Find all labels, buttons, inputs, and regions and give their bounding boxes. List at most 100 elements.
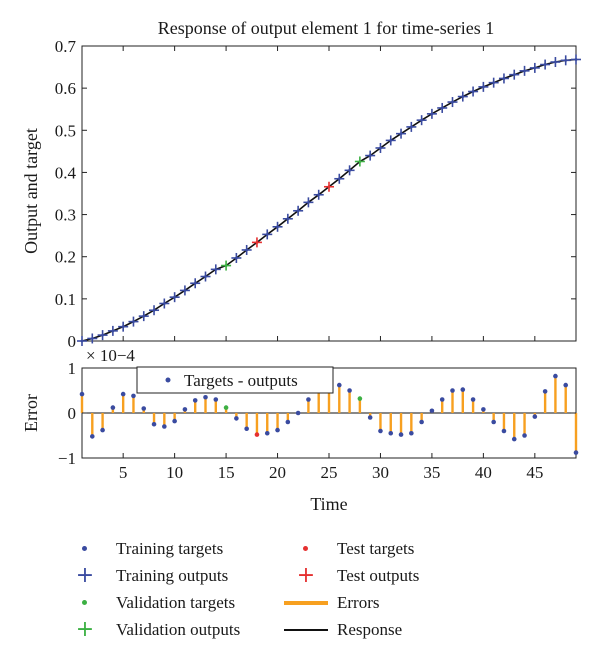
training-target-point bbox=[523, 69, 526, 73]
training-target-point bbox=[420, 118, 424, 122]
error-point bbox=[275, 427, 280, 433]
training-target-point bbox=[368, 154, 372, 157]
bottom-ytick-label: 1 bbox=[68, 359, 77, 378]
top-ytick-label: 0.1 bbox=[55, 290, 76, 309]
legend-training-targets: Training targets bbox=[60, 537, 223, 561]
training-target-point bbox=[245, 248, 249, 252]
bottom-ytick-label: 0 bbox=[68, 404, 77, 423]
error-point bbox=[182, 407, 188, 412]
error-point bbox=[532, 414, 538, 419]
error-point bbox=[234, 416, 239, 421]
training-target-point bbox=[276, 225, 279, 229]
training-target-point bbox=[162, 302, 166, 305]
training-target-point bbox=[132, 320, 135, 324]
error-point bbox=[336, 382, 342, 388]
error-point bbox=[203, 394, 208, 400]
error-point bbox=[254, 432, 260, 437]
bottom-yticks: −1 0 1 bbox=[58, 359, 576, 468]
test-target-point bbox=[255, 240, 259, 244]
bottom-xtick-label: 30 bbox=[372, 463, 389, 482]
training-target-point bbox=[564, 58, 568, 62]
error-point bbox=[295, 410, 301, 416]
error-point bbox=[162, 424, 167, 429]
top-ytick-label: 0.6 bbox=[55, 79, 76, 98]
legend-validation-targets: Validation targets bbox=[60, 591, 235, 615]
training-target-point bbox=[337, 177, 341, 181]
legend-training-outputs: + Training outputs bbox=[60, 564, 228, 588]
error-point bbox=[367, 415, 373, 420]
error-point bbox=[120, 391, 126, 397]
bottom-ylabel: Error bbox=[21, 394, 41, 432]
training-target-point bbox=[440, 106, 444, 110]
legend-test-outputs: + Test outputs bbox=[281, 563, 420, 588]
inner-legend: Targets - outputs bbox=[136, 366, 334, 394]
error-point bbox=[306, 397, 311, 402]
top-xticks bbox=[122, 46, 536, 341]
error-point bbox=[141, 406, 147, 411]
error-point bbox=[79, 391, 85, 397]
legend-errors: Errors bbox=[281, 591, 379, 615]
response-swatch bbox=[281, 618, 331, 642]
legend-label: Response bbox=[337, 620, 403, 639]
errors-swatch bbox=[281, 591, 331, 615]
error-point bbox=[450, 388, 455, 393]
error-point bbox=[151, 421, 157, 427]
error-bars bbox=[79, 373, 579, 455]
error-point bbox=[481, 407, 486, 412]
bottom-xtick-label: 15 bbox=[218, 463, 235, 482]
training-target-point bbox=[101, 333, 104, 337]
training-targets-swatch bbox=[60, 537, 110, 561]
legend-label: Validation targets bbox=[116, 593, 236, 612]
bottom-xtick-label: 10 bbox=[166, 463, 183, 482]
top-ylabel: Output and target bbox=[21, 128, 41, 254]
error-point bbox=[553, 373, 558, 379]
training-target-point bbox=[307, 200, 310, 204]
error-point bbox=[522, 433, 527, 438]
error-exponent-label: × 10−4 bbox=[86, 346, 135, 365]
training-target-point bbox=[80, 339, 84, 343]
training-target-point bbox=[317, 193, 321, 197]
top-yticks: 0 0.1 0.2 0.3 0.4 0.5 0.6 0.7 bbox=[55, 37, 576, 351]
bottom-plot: −1 0 1 5 10 15 20 25 30 35 40 45 Targets - outputs bbox=[58, 359, 579, 482]
training-target-point bbox=[574, 58, 578, 61]
error-point bbox=[511, 436, 517, 442]
training-target-point bbox=[471, 90, 475, 93]
training-target-point bbox=[533, 66, 537, 70]
top-plot: 0 0.1 0.2 0.3 0.4 0.5 0.6 0.7 bbox=[55, 37, 581, 351]
test-targets-swatch bbox=[281, 537, 331, 561]
training-target-point bbox=[234, 256, 238, 260]
bottom-ytick-label: −1 bbox=[58, 449, 76, 468]
bottom-xtick-label: 25 bbox=[321, 463, 338, 482]
error-point bbox=[419, 419, 424, 425]
legend-label: Validation outputs bbox=[116, 620, 241, 639]
error-point bbox=[409, 430, 414, 436]
training-target-point bbox=[492, 81, 496, 85]
top-plot-frame bbox=[81, 45, 577, 342]
training-target-point bbox=[481, 85, 485, 89]
error-point bbox=[563, 382, 569, 388]
legend-test-targets: Test targets bbox=[281, 537, 414, 561]
error-point bbox=[501, 428, 507, 434]
legend-response: Response bbox=[281, 618, 402, 642]
bottom-xtick-label: 45 bbox=[526, 463, 543, 482]
training-target-point bbox=[173, 295, 177, 299]
training-target-point bbox=[142, 314, 146, 318]
test-outputs-swatch: + bbox=[296, 563, 316, 588]
training-target-point bbox=[461, 95, 465, 98]
training-target-point bbox=[265, 232, 269, 236]
top-ytick-label: 0.3 bbox=[55, 206, 76, 225]
validation-target-point bbox=[358, 160, 362, 163]
validation-targets-swatch bbox=[60, 591, 110, 615]
training-target-point bbox=[121, 325, 125, 329]
top-ytick-label: 0.4 bbox=[55, 163, 77, 182]
training-target-point bbox=[409, 125, 413, 129]
legend-label: Test targets bbox=[337, 539, 415, 558]
legend-label: Errors bbox=[337, 593, 380, 612]
error-point bbox=[285, 419, 291, 425]
training-target-point bbox=[348, 168, 351, 172]
chart-title: Response of output element 1 for time-se… bbox=[158, 18, 494, 38]
error-point bbox=[388, 430, 394, 436]
legend-label: Test outputs bbox=[337, 566, 420, 585]
training-target-point bbox=[111, 329, 115, 333]
error-point bbox=[470, 397, 476, 402]
